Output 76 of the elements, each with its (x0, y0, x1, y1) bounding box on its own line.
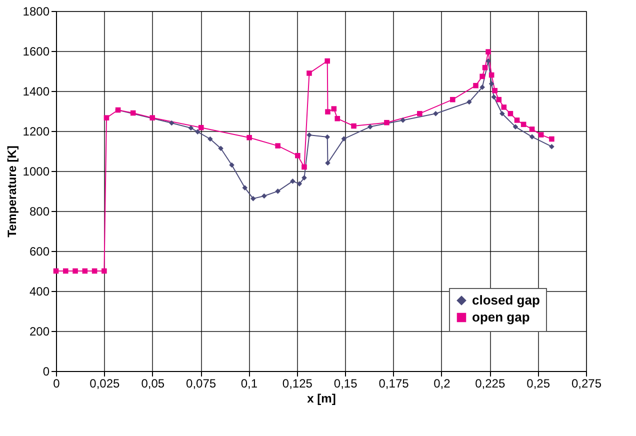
y-axis-title: Temperature [K] (4, 146, 19, 238)
point (433, 110, 438, 116)
point (295, 152, 300, 158)
legend-label: open gap (472, 310, 530, 324)
point (188, 125, 194, 131)
point (473, 82, 478, 88)
legend-label: closed gap (472, 292, 540, 308)
x-tick-label: 0,125 (282, 376, 313, 390)
y-tick-label: 800 (29, 204, 50, 218)
point (290, 178, 296, 184)
x-tick-label: 0,075 (186, 376, 216, 390)
x-tick-label: 0,15 (334, 376, 358, 390)
point (491, 94, 497, 100)
x-tick-label: 0,175 (378, 376, 410, 390)
y-tick-label: 1600 (22, 44, 50, 58)
point (529, 126, 535, 132)
point (150, 115, 156, 120)
point (486, 49, 491, 54)
point (72, 268, 78, 274)
x-tick-label: 0,05 (141, 376, 165, 390)
point (302, 175, 307, 180)
x-tick-label: 0 (53, 376, 60, 390)
point (549, 136, 554, 142)
x-axis-title: x [m] (307, 392, 336, 406)
x-tick-label: 0,275 (571, 376, 602, 390)
point (218, 146, 224, 152)
y-tick-label: 1400 (22, 84, 50, 98)
x-tick-label: 0,2 (434, 376, 451, 390)
x-tick-label: 0,25 (526, 376, 550, 390)
point (242, 185, 248, 190)
point (324, 134, 330, 140)
point (368, 124, 373, 130)
y-tick-label: 0 (42, 364, 50, 378)
x-tick-label: 0,025 (90, 376, 120, 390)
y-tick-label: 1200 (22, 124, 50, 138)
point (331, 106, 337, 112)
point (262, 193, 267, 199)
y-tick-label: 200 (29, 324, 50, 338)
point (102, 268, 107, 274)
point (250, 196, 256, 202)
point (275, 188, 280, 194)
y-tick-label: 1800 (22, 4, 50, 18)
point (496, 96, 502, 102)
point (62, 268, 68, 274)
point (168, 120, 174, 126)
point (275, 143, 280, 148)
point (195, 129, 200, 134)
point (302, 164, 307, 170)
point (325, 109, 330, 114)
point (480, 74, 485, 80)
point (400, 118, 406, 123)
y-tick-label: 600 (29, 244, 50, 258)
point (341, 136, 347, 142)
point (492, 88, 498, 94)
x-tick-label: 0,1 (240, 376, 258, 390)
y-tick-label: 400 (29, 284, 50, 298)
point (538, 132, 544, 138)
point (417, 110, 422, 116)
point (450, 96, 456, 102)
point (480, 84, 485, 90)
point (351, 123, 356, 129)
x-tick-label: 0,225 (475, 376, 506, 390)
point (334, 116, 340, 122)
point (296, 181, 302, 186)
point (384, 120, 390, 126)
point (324, 58, 330, 64)
point (549, 144, 554, 150)
point (104, 115, 110, 120)
point (501, 104, 507, 110)
y-tick-label: 1000 (22, 164, 50, 178)
point (246, 134, 252, 140)
point (488, 81, 494, 86)
point (306, 70, 312, 76)
point (500, 110, 505, 116)
point (198, 124, 204, 130)
point (514, 118, 520, 123)
